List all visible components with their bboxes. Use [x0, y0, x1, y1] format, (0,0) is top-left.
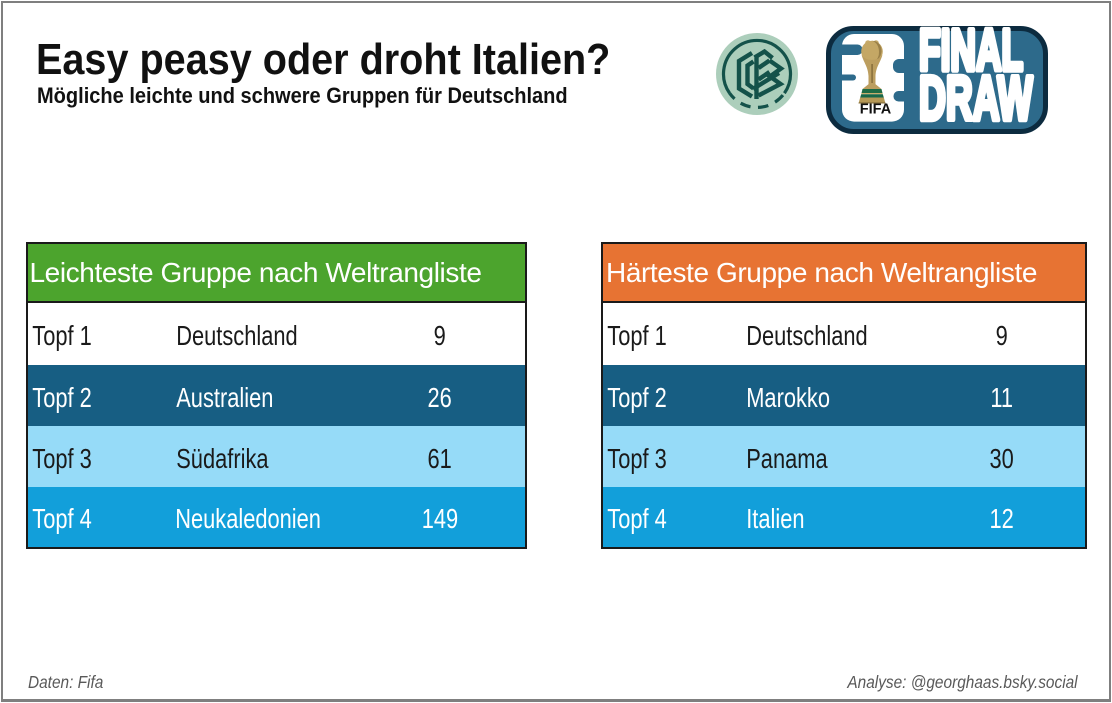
svg-text:FINAL: FINAL — [919, 26, 1023, 83]
svg-text:FIFA: FIFA — [860, 101, 892, 117]
svg-text:DRAW: DRAW — [919, 64, 1033, 133]
